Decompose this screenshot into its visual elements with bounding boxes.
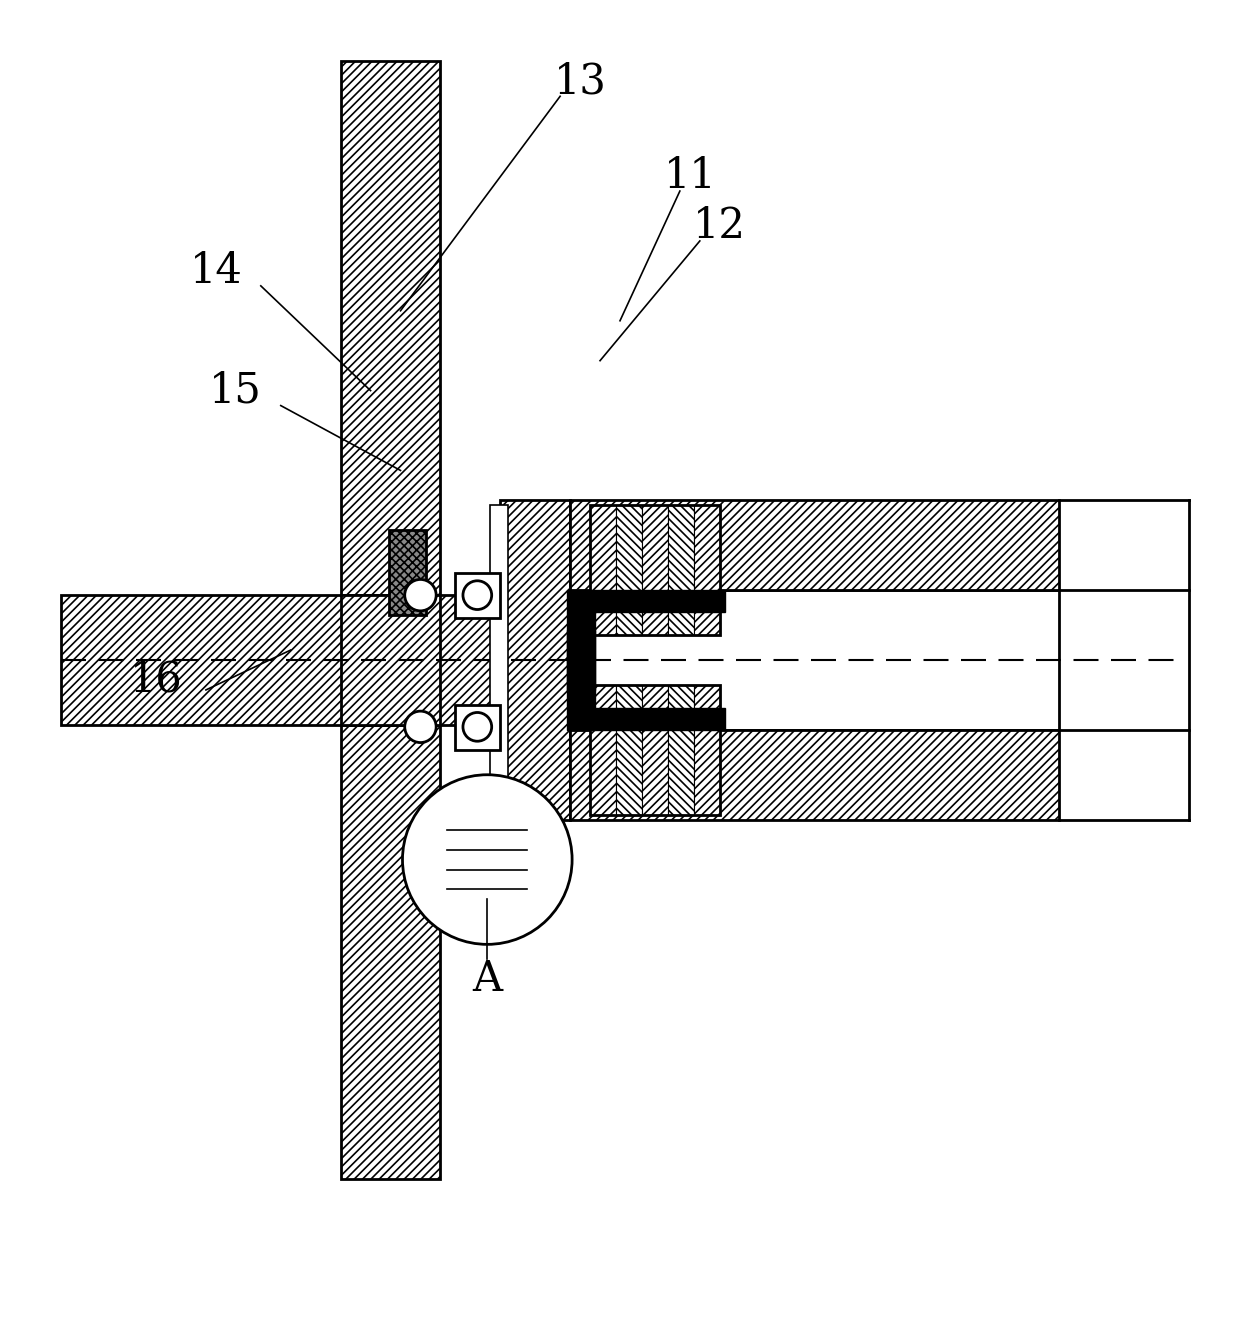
Bar [567,630,595,730]
Bar [668,685,694,815]
Bar [590,505,616,635]
Bar [642,505,668,635]
Bar [590,685,719,815]
Bar [642,685,668,815]
Bar [455,705,500,750]
Bar [668,505,694,635]
Text: 12: 12 [693,205,746,247]
Bar [570,500,1059,590]
Bar [388,531,427,615]
Bar [590,685,616,815]
Circle shape [403,775,572,945]
Text: 11: 11 [663,155,717,197]
Bar [616,505,642,635]
Bar [570,590,1059,730]
Bar [341,595,440,725]
Text: A: A [472,958,502,1000]
Circle shape [463,713,492,741]
Bar [694,685,719,815]
Bar [567,590,595,689]
Bar [595,708,724,730]
Bar [500,500,570,820]
Circle shape [463,581,492,610]
Bar [341,61,440,595]
Bar [570,730,1059,820]
Bar [455,573,500,618]
Bar [694,505,719,635]
Text: 13: 13 [553,61,606,102]
Text: 15: 15 [210,369,263,411]
Circle shape [404,579,436,611]
Text: 16: 16 [130,659,182,701]
Bar [490,505,508,795]
Bar [61,595,500,725]
Bar [595,590,724,613]
Bar [616,685,642,815]
Circle shape [404,712,436,742]
Bar [590,505,719,635]
Text: 14: 14 [190,250,242,292]
Bar [341,725,440,1179]
